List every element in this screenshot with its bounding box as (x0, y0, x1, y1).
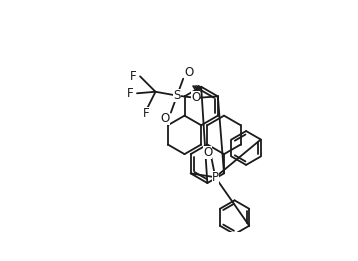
Text: F: F (143, 107, 150, 120)
Text: O: O (203, 146, 212, 159)
Text: O: O (184, 66, 193, 79)
Text: P: P (212, 171, 219, 184)
Text: F: F (127, 87, 134, 100)
Text: O: O (161, 112, 170, 125)
Text: F: F (130, 70, 136, 83)
Text: O: O (191, 91, 200, 104)
Text: S: S (173, 89, 181, 102)
